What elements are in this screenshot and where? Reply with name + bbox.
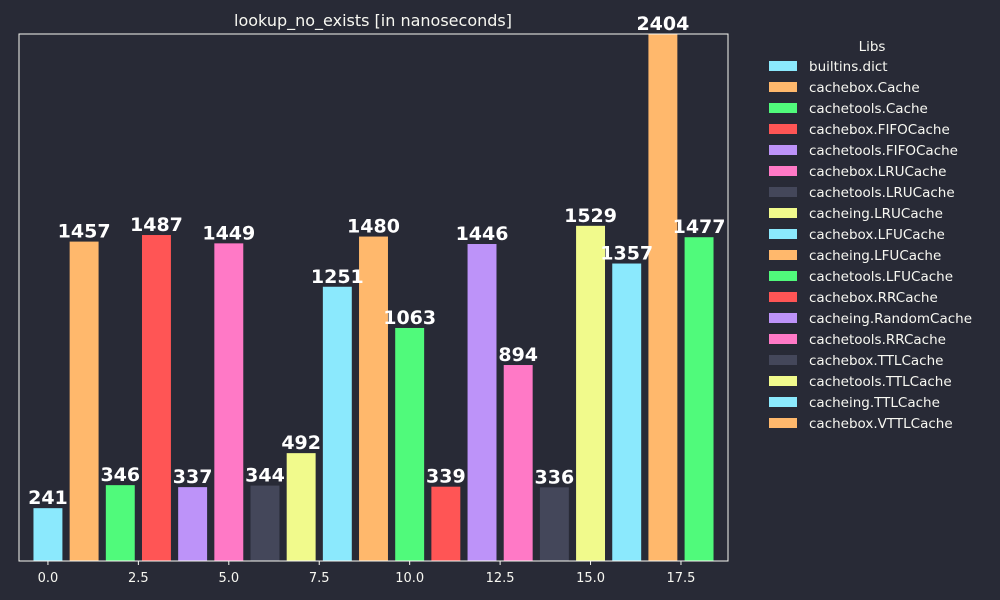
legend-swatch [769, 166, 797, 176]
bar-cachebox-rrcache [431, 486, 461, 561]
bar-cachetools-ttlcache [576, 225, 606, 561]
legend-swatch [769, 82, 797, 92]
legend-entry-label: cachebox.FIFOCache [809, 122, 950, 138]
bars-group [33, 34, 714, 562]
bar-cachebox-ttlcache [539, 487, 569, 561]
bar-cacheing-ttlcache [612, 263, 642, 561]
bar-value-label: 339 [426, 466, 466, 488]
bar-value-label: 1480 [347, 216, 400, 238]
bar-cachebox-lrucache [214, 243, 244, 562]
x-tick-label: 2.5 [128, 571, 149, 586]
legend-swatch [769, 145, 797, 155]
bar-cachebox-lfucache [322, 286, 352, 561]
bar-cacheing-lfucache [359, 236, 388, 561]
legend-entry-label: cachebox.Cache [809, 80, 920, 96]
legend-swatch [769, 229, 797, 239]
legend-entry-label: cachetools.TTLCache [809, 374, 952, 390]
bar-value-label: 1357 [600, 243, 653, 265]
legend-swatch [769, 376, 797, 386]
bar-value-label: 1449 [202, 222, 255, 244]
bar-value-label: 337 [173, 466, 213, 488]
legend-entry-label: builtins.dict [809, 59, 888, 75]
bar-cachebox-cache [69, 241, 99, 561]
bar-value-label: 241 [28, 487, 68, 509]
legend-swatch [769, 313, 797, 323]
legend-entry-label: cachetools.FIFOCache [809, 143, 958, 159]
legend-swatch [769, 355, 797, 365]
legend-swatch [769, 271, 797, 281]
legend-swatch [769, 124, 797, 134]
legend-swatch [769, 334, 797, 344]
bar-cachetools-rrcache [503, 365, 533, 561]
x-tick-label: 10.0 [395, 571, 424, 586]
bar-cachebox-fifocache [141, 235, 171, 561]
legend-swatch [769, 250, 797, 260]
bar-cachetools-fifocache [178, 487, 208, 561]
legend-swatch [769, 103, 797, 113]
bar-value-label: 1487 [130, 214, 183, 236]
bar-value-label: 1446 [456, 223, 509, 245]
value-labels-group: 241 1457 346 1487 337 1449 344 492 1251 1480 1063 3… [28, 13, 725, 509]
bar-value-label: 1457 [58, 221, 111, 243]
plot-frame [18, 33, 729, 562]
legend-entry-label: cacheing.LFUCache [809, 248, 941, 264]
legend-entry-label: cachebox.RRCache [809, 290, 938, 306]
legend-entry-label: cachetools.LFUCache [809, 269, 953, 285]
bar-value-label: 1063 [383, 307, 436, 329]
bar-builtins-dict [33, 508, 63, 561]
bar-cacheing-randomcache [467, 244, 497, 562]
bar-cachetools-lrucache [250, 485, 280, 561]
chart-title: lookup_no_exists [in nanoseconds] [234, 11, 512, 31]
legend-swatch [769, 187, 797, 197]
x-tick-label: 5.0 [218, 571, 239, 586]
bar-value-label: 1529 [564, 205, 617, 227]
legend-swatch [769, 397, 797, 407]
x-tick-label: 17.5 [666, 571, 695, 586]
bar-value-label: 492 [281, 432, 321, 454]
legend-swatch [769, 61, 797, 71]
legend-entry-label: cachebox.TTLCache [809, 353, 943, 369]
legend: Libs builtins.dict cachebox.Cache cachetoo… [769, 39, 972, 432]
x-tick-label: 7.5 [309, 571, 330, 586]
legend-entry-label: cachetools.RRCache [809, 332, 946, 348]
bar-cachebox-vttlcache [648, 34, 678, 561]
bar-value-label: 1251 [311, 266, 364, 288]
legend-title: Libs [859, 39, 886, 55]
legend-entry-label: cachetools.LRUCache [809, 185, 955, 201]
x-tick-label: 0.0 [38, 571, 59, 586]
legend-entry-label: cacheing.RandomCache [809, 311, 972, 327]
legend-entry-label: cacheing.TTLCache [809, 395, 940, 411]
legend-entry-label: cachebox.VTTLCache [809, 416, 953, 432]
legend-swatch [769, 208, 797, 218]
legend-entry-label: cachetools.Cache [809, 101, 928, 117]
legend-entry-label: cacheing.LRUCache [809, 206, 943, 222]
x-tick-label: 12.5 [486, 571, 515, 586]
x-tick-label: 15.0 [576, 571, 605, 586]
legend-entry-label: cachebox.LRUCache [809, 164, 946, 180]
legend-swatch [769, 292, 797, 302]
bar-value-label: 336 [535, 466, 575, 488]
bar-cacheing-lrucache [286, 453, 316, 561]
bar-value-label: 894 [498, 344, 538, 366]
bar-value-label: 1477 [673, 216, 726, 238]
bar-value-label: 344 [245, 465, 285, 487]
legend-entry-label: cachebox.LFUCache [809, 227, 945, 243]
legend-swatch [769, 418, 797, 428]
bar-cachetools-lfucache [395, 327, 425, 561]
x-axis-ticks: 0.0 2.5 5.0 7.5 10.0 12.5 15.0 17.5 [38, 561, 695, 586]
bar-series-18 [684, 237, 714, 561]
bar-value-label: 2404 [636, 13, 689, 35]
bar-value-label: 346 [100, 464, 140, 486]
bar-cachetools-cache [105, 485, 135, 561]
